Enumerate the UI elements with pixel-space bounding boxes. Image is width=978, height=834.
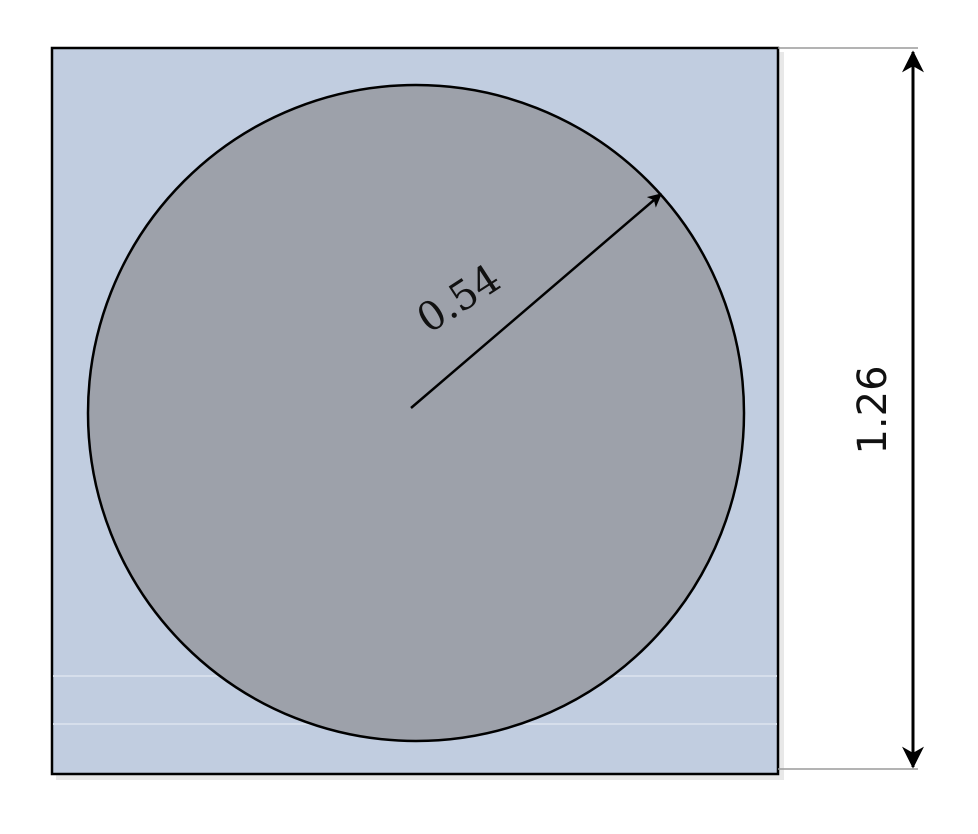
- height-label: 1.26: [850, 365, 896, 454]
- radius-arrow: [410, 193, 662, 409]
- inscribed-circle: [86, 83, 746, 743]
